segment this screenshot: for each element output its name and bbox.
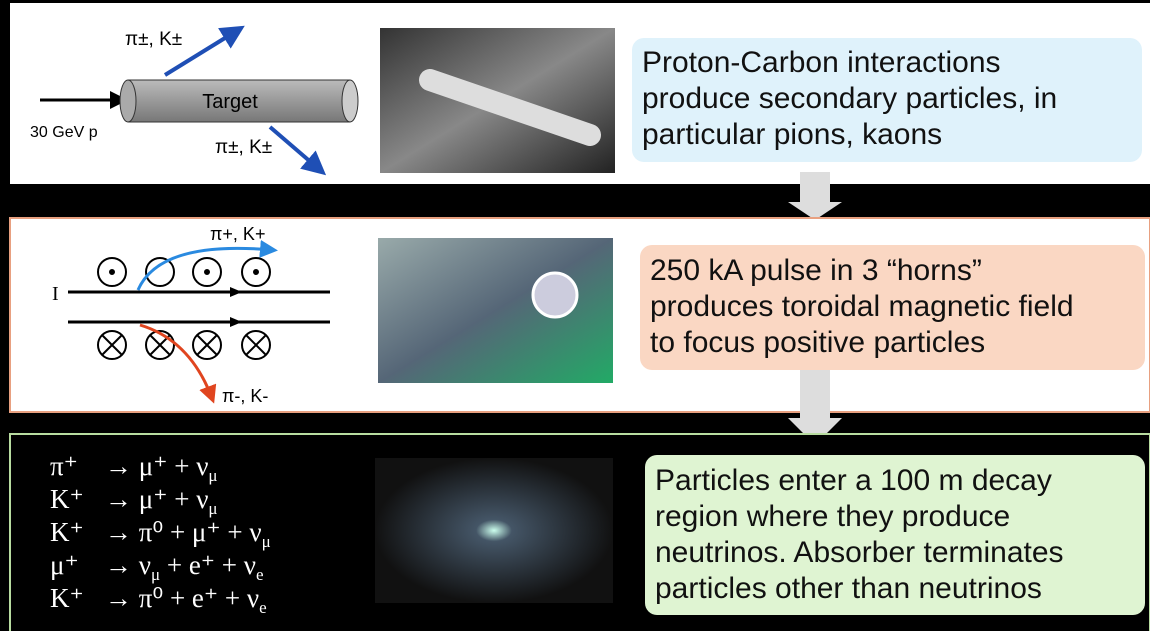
subscript: μ [208, 499, 217, 518]
slide: Target 30 GeV p π±, K± π±, K± Proton-Car… [0, 0, 1150, 631]
products-label: π+, K+ [210, 224, 265, 244]
subscript: μ [262, 532, 271, 551]
equation-rhs: → μ⁺ + νμ [105, 451, 218, 485]
beam-label: 30 GeV p [30, 124, 98, 141]
current-label: I [52, 283, 59, 305]
horn-photo [378, 238, 613, 383]
subscript: e [259, 598, 267, 617]
text-line: Particles enter a 100 m decay [655, 464, 1052, 497]
photo-detail [533, 273, 577, 317]
text-line: to focus positive particles [650, 326, 985, 359]
equation-term: + e⁺ + ν [160, 550, 256, 580]
equation-rhs: → νμ + e⁺ + νe [105, 550, 264, 584]
target-label: Target [202, 91, 258, 113]
equation-term: → π⁰ + μ⁺ + ν [105, 517, 262, 547]
equation-term: → π⁰ + e⁺ + ν [105, 583, 259, 613]
text-line: Proton-Carbon interactions [642, 46, 1001, 79]
equation-term: → ν [105, 550, 151, 580]
equation-lhs: K⁺ [50, 517, 84, 547]
target-start [120, 80, 136, 122]
equation-lhs: π⁺ [50, 451, 78, 481]
equation-rhs: → μ⁺ + νμ [105, 484, 218, 518]
equation-lhs: μ⁺ [50, 550, 79, 580]
subscript: e [256, 565, 264, 584]
text-line: 250 kA pulse in 3 “horns” [650, 254, 982, 287]
equation-rhs: → π⁰ + μ⁺ + νμ [105, 517, 271, 551]
equation-term: → μ⁺ + ν [105, 451, 208, 481]
subscript: μ [151, 565, 160, 584]
text-line: region where they produce [655, 500, 1010, 533]
equation-lhs: K⁺ [50, 583, 84, 613]
subscript: μ [208, 466, 217, 485]
equation-rhs: → π⁰ + e⁺ + νe [105, 583, 267, 617]
equation-lhs: K⁺ [50, 484, 84, 514]
text-line: produces toroidal magnetic field [650, 290, 1074, 323]
text-line: neutrinos. Absorber terminates [655, 536, 1064, 569]
products-label: π±, K± [125, 29, 182, 50]
text-line: particles other than neutrinos [655, 572, 1042, 605]
page: Target 30 GeV p π±, K± π±, K± Proton-Car… [0, 0, 1150, 631]
text-line: produce secondary particles, in [642, 82, 1057, 115]
products-label: π-, K- [222, 386, 268, 406]
products-label: π±, K± [215, 137, 272, 158]
target-end [342, 80, 358, 122]
text-line: particular pions, kaons [642, 118, 942, 151]
tunnel-photo [375, 458, 613, 603]
equation-term: → μ⁺ + ν [105, 484, 208, 514]
